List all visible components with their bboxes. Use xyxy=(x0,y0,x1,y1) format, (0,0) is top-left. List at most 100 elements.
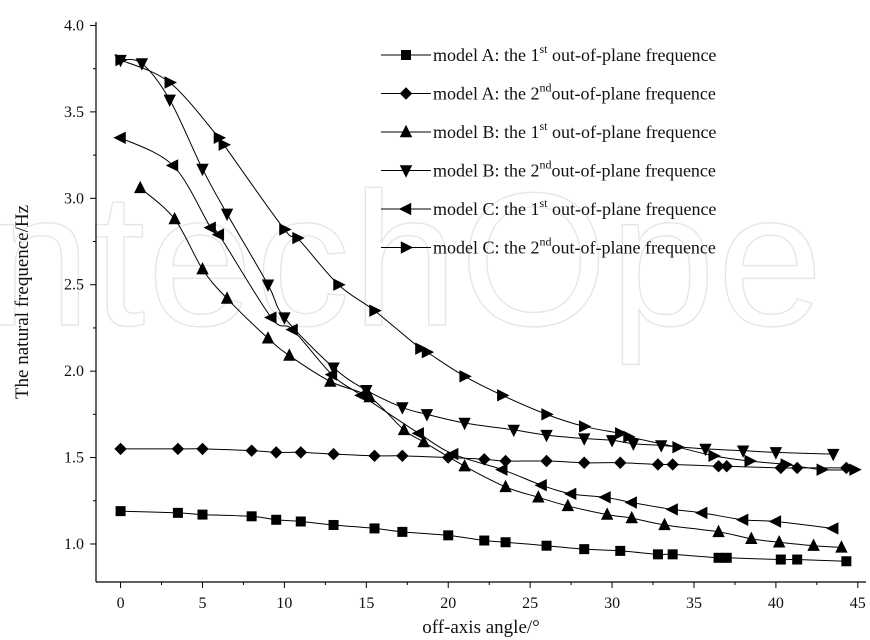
legend-label-main: model A: the 2 xyxy=(433,84,540,104)
x-ticks: 0 5 10 15 20 25 30 35 40 45 xyxy=(117,582,866,612)
y-axis-title: The natural frequence/Hz xyxy=(12,205,33,399)
legend-label-sup: nd xyxy=(540,81,552,95)
x-tick-label: 35 xyxy=(686,595,702,612)
data-point xyxy=(220,291,234,304)
legend-label-rest: out-of-plane frequence xyxy=(548,199,717,219)
data-point xyxy=(196,261,209,275)
data-point xyxy=(443,530,454,541)
legend-item: model B: the 2ndout-of-plane frequence xyxy=(381,158,716,181)
data-point xyxy=(165,159,179,172)
legend-label-main: model B: the 2 xyxy=(433,161,540,181)
data-point xyxy=(652,549,663,560)
data-point xyxy=(624,496,637,509)
data-point xyxy=(561,498,575,512)
legend-label-rest: out-of-plane frequence xyxy=(548,45,717,65)
legend-item: model A: the 2ndout-of-plane frequence xyxy=(381,81,716,104)
y-tick-label: 2.5 xyxy=(64,277,84,294)
data-point xyxy=(324,368,338,381)
data-point xyxy=(113,131,126,145)
data-point xyxy=(500,537,511,548)
data-point xyxy=(369,304,382,317)
data-point xyxy=(220,208,234,222)
legend-marker xyxy=(401,50,411,60)
y-tick-label: 2.0 xyxy=(64,363,84,380)
legend-label: model B: the 1st out-of-plane frequence xyxy=(433,119,716,142)
data-point xyxy=(458,458,471,472)
data-point xyxy=(807,538,820,551)
x-axis-title: off-axis angle/° xyxy=(422,617,540,638)
series-square xyxy=(115,506,852,567)
series-line xyxy=(139,187,842,548)
y-tick-label: 1.5 xyxy=(64,450,84,467)
data-point xyxy=(667,549,678,560)
data-point xyxy=(835,540,848,553)
data-point xyxy=(532,490,545,503)
data-point xyxy=(396,449,409,463)
data-point xyxy=(672,440,685,454)
data-point xyxy=(849,463,862,476)
data-point xyxy=(713,552,724,563)
data-point xyxy=(218,138,231,151)
data-point xyxy=(625,510,638,524)
data-point xyxy=(264,311,277,324)
legend-marker xyxy=(399,124,413,138)
data-point xyxy=(666,458,679,471)
y-tick-label: 4.0 xyxy=(64,17,84,34)
data-point xyxy=(615,427,628,440)
data-point xyxy=(495,463,508,476)
legend-marker xyxy=(400,241,414,254)
data-point xyxy=(168,211,181,225)
x-tick-label: 40 xyxy=(768,595,784,612)
data-point xyxy=(816,463,829,476)
data-point xyxy=(459,370,472,383)
data-point xyxy=(780,458,793,471)
data-point xyxy=(826,522,839,535)
legend-label-sup: st xyxy=(540,119,549,133)
data-point xyxy=(421,345,435,359)
data-point xyxy=(415,342,428,355)
data-point xyxy=(579,544,590,555)
data-point xyxy=(327,447,340,461)
data-point xyxy=(745,531,758,544)
legend-label-rest: out-of-plane frequence xyxy=(548,122,717,142)
data-point xyxy=(135,58,149,71)
data-point xyxy=(445,447,459,461)
data-point xyxy=(665,503,678,516)
data-point xyxy=(328,519,339,530)
y-tick-label: 3.5 xyxy=(64,104,84,121)
data-point xyxy=(458,417,471,431)
y-tick-label: 3.0 xyxy=(64,190,84,207)
legend-label-sup: nd xyxy=(540,235,552,249)
data-point xyxy=(792,554,803,565)
data-point xyxy=(396,402,409,415)
x-tick-label: 30 xyxy=(604,595,620,612)
data-point xyxy=(499,454,512,468)
data-point xyxy=(245,444,258,457)
data-point xyxy=(534,479,547,492)
x-tick-label: 0 xyxy=(117,595,125,612)
data-point xyxy=(744,454,757,468)
data-point xyxy=(261,331,275,344)
data-point xyxy=(114,442,127,456)
legend-label-rest: out-of-plane frequence xyxy=(552,161,716,181)
data-point xyxy=(196,163,209,177)
data-point xyxy=(598,491,611,504)
data-point xyxy=(294,446,307,459)
legend-label-sup: nd xyxy=(540,158,552,172)
data-point xyxy=(417,434,430,448)
x-tick-label: 15 xyxy=(358,595,374,612)
legend-label-rest: out-of-plane frequence xyxy=(552,238,716,258)
data-point xyxy=(772,535,786,548)
data-point xyxy=(627,438,640,451)
legend-label: model C: the 1st out-of-plane frequence xyxy=(433,196,716,219)
data-point xyxy=(600,507,614,520)
data-point xyxy=(327,362,340,375)
x-tick-label: 5 xyxy=(198,595,206,612)
legend-label-main: model C: the 1 xyxy=(433,199,540,219)
data-point xyxy=(354,389,367,402)
data-point xyxy=(196,442,209,456)
data-point xyxy=(115,506,126,517)
data-point xyxy=(134,180,147,194)
data-point xyxy=(841,556,852,567)
data-point xyxy=(578,433,591,446)
